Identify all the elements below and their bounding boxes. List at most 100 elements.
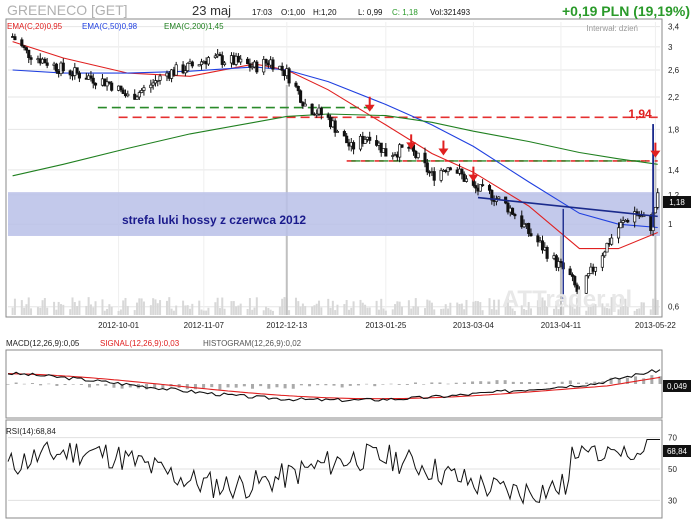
candle-body (54, 63, 58, 72)
candle-body (181, 64, 185, 74)
volume-bar (124, 297, 127, 315)
header-time: 17:03 (252, 8, 273, 17)
volume-bar (603, 307, 606, 315)
histogram-bar (55, 384, 59, 386)
y-tick-label: 2,6 (668, 66, 680, 75)
legend-ema200: EMA(C,200)1,45 (164, 22, 224, 31)
candle-body (568, 268, 572, 276)
rsi-value: 68,84 (667, 447, 688, 456)
candle-body (135, 96, 139, 100)
volume-bar (513, 310, 516, 315)
histogram-bar (79, 384, 83, 385)
ticker-title: GREENECO [GET] (7, 2, 128, 18)
volume-bar (375, 300, 378, 315)
candle-body (333, 120, 337, 133)
volume-bar (200, 309, 203, 315)
volume-bar (585, 310, 588, 315)
candlesticks (11, 33, 660, 295)
candle-body (527, 223, 531, 234)
x-tick-label: 2012-12-13 (266, 321, 307, 330)
volume-bar (318, 300, 321, 315)
histogram-bar (511, 381, 515, 384)
volume-bar (297, 301, 300, 315)
volume-bar (223, 308, 226, 315)
histogram-bar (528, 381, 532, 384)
histogram-bar (365, 383, 369, 385)
histogram-bar (226, 384, 230, 388)
candle-body (335, 131, 340, 133)
volume-bar (394, 304, 397, 315)
candle-body (603, 251, 607, 257)
volume-bar (345, 299, 348, 315)
watermark: ATTrader.pl (502, 286, 632, 313)
volume-bar (619, 298, 622, 315)
macd-value-box (663, 380, 691, 392)
interval-label: Interwał: dzień (586, 24, 638, 33)
volume-bar (122, 300, 125, 315)
candle-body (287, 68, 291, 84)
legend-ema20: EMA(C,20)0,95 (7, 22, 63, 31)
volume-bar (172, 310, 175, 315)
volume-bar (495, 309, 498, 315)
histogram-bar (593, 381, 597, 384)
header-low: L: 0,99 (358, 8, 383, 17)
histogram-bar (96, 384, 100, 386)
volume-bar (138, 298, 141, 315)
volume-bar (638, 308, 641, 315)
histogram-bar (63, 384, 67, 386)
volume-bar (476, 301, 479, 315)
y-tick-label: 1,8 (668, 125, 680, 134)
rsi-line (7, 439, 660, 505)
candle-body (319, 107, 323, 116)
candle-body (557, 261, 561, 268)
candle-body (45, 62, 49, 66)
candle-body (255, 61, 259, 73)
volume-bar (368, 307, 371, 315)
histogram-bar (658, 376, 662, 384)
histogram-bar (430, 382, 434, 384)
histogram-bar (275, 384, 279, 388)
volume-bar (288, 310, 291, 315)
volume-bar (460, 303, 463, 315)
volume-bar (539, 300, 542, 315)
volume-bar (43, 298, 46, 315)
candle-body (605, 243, 609, 253)
candle-body (110, 82, 114, 91)
histogram-bar (642, 378, 646, 384)
volume-bar (69, 309, 72, 315)
histogram-bar (446, 383, 450, 385)
candle-body (248, 63, 252, 68)
volume-bar (251, 309, 254, 315)
candle-body (398, 144, 402, 158)
volume-bar (239, 303, 242, 315)
volume-bar (442, 308, 445, 315)
histogram-bar (104, 384, 108, 386)
volume-bar (377, 309, 380, 315)
volume-bar (53, 301, 56, 315)
histogram-bar (120, 384, 124, 389)
volume-bar (207, 307, 210, 315)
volume-bar (103, 310, 106, 315)
histogram-bar (39, 384, 43, 386)
volume-bar (110, 306, 113, 315)
arrow-head (364, 104, 375, 112)
histogram-bar (210, 384, 214, 388)
volume-bar (253, 307, 256, 315)
header-close: C: 1,18 (392, 8, 418, 17)
histogram-bar (324, 384, 328, 386)
volume-bar (46, 307, 49, 315)
volume-bar (465, 299, 468, 315)
volume-bar (656, 299, 659, 315)
histogram-bar (422, 384, 426, 385)
histogram-bar (381, 384, 385, 385)
histogram-bar (454, 382, 458, 384)
volume-bar (327, 298, 330, 315)
volume-bar (41, 300, 44, 315)
candle-body (206, 57, 210, 65)
volume-bar (299, 306, 302, 315)
volume-bar (458, 303, 461, 315)
volume-bar (221, 297, 224, 315)
volume-bar (76, 305, 79, 315)
candle-body (220, 55, 224, 65)
